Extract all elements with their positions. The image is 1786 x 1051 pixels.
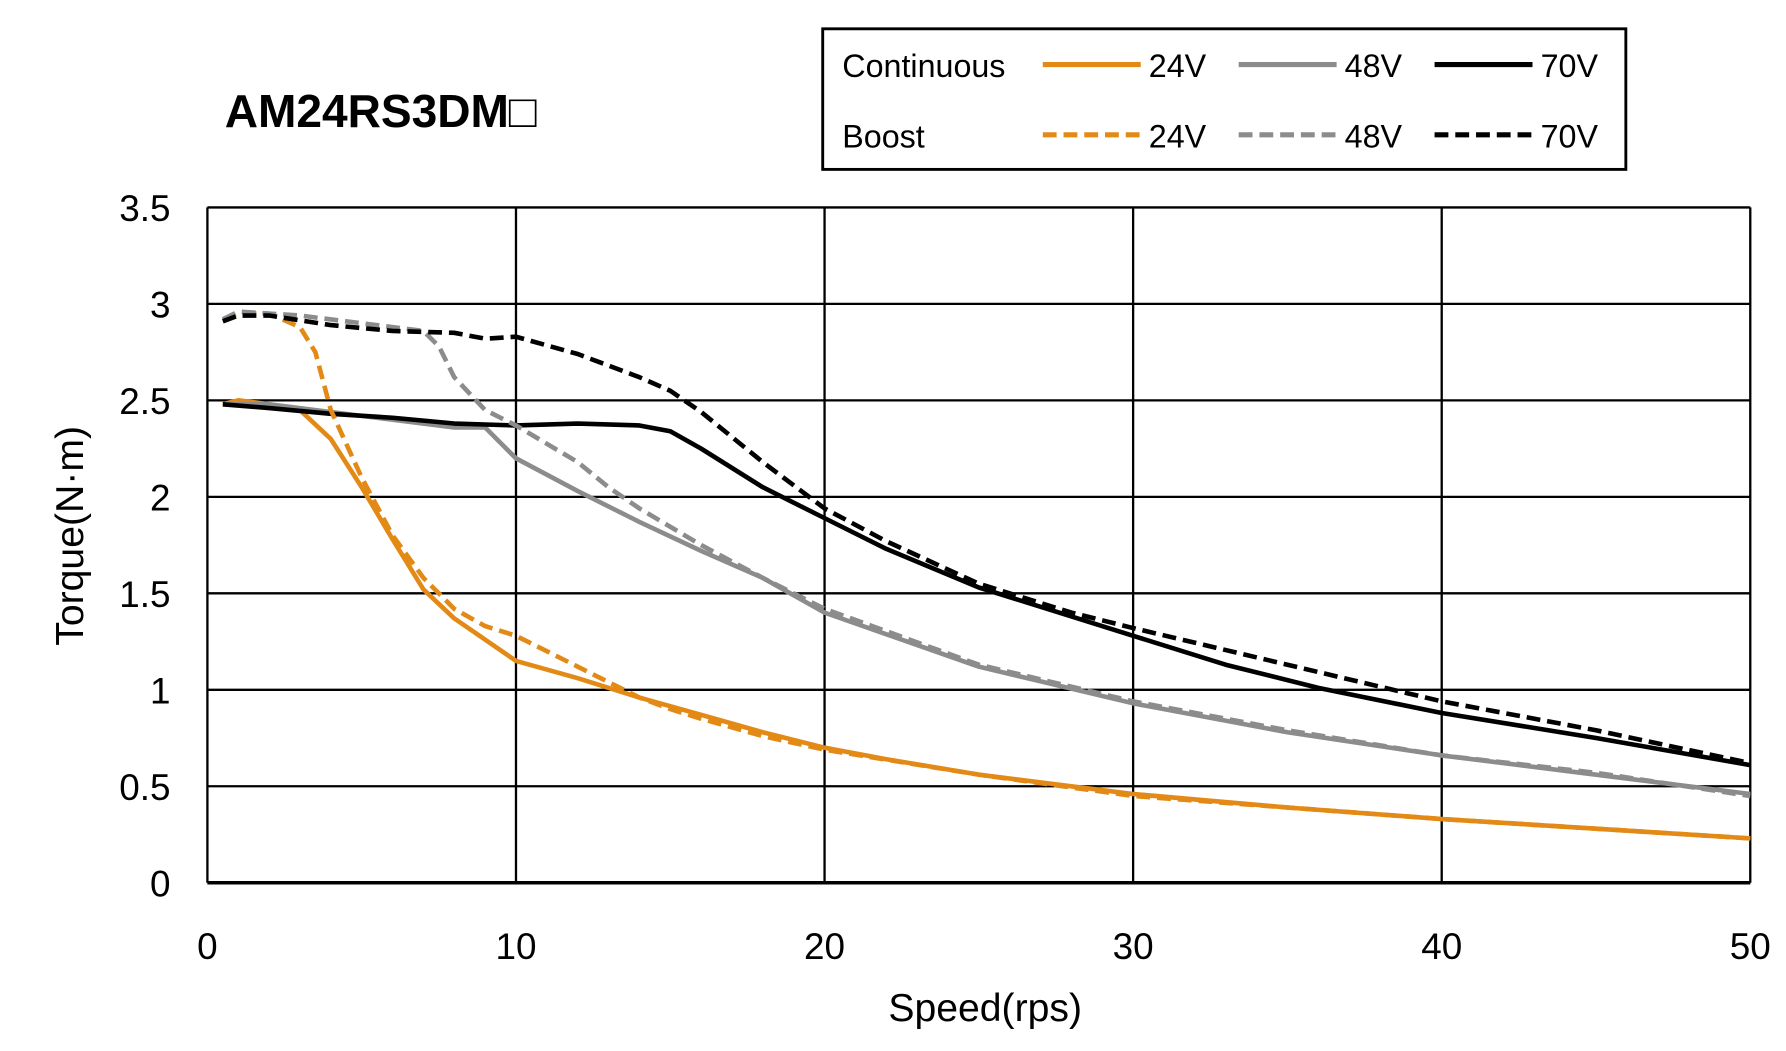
legend-entry-label: 48V bbox=[1345, 119, 1403, 155]
tick-labels: 0 0.5 1 1.5 2 2.5 3 3.5 0 10 20 30 40 50 bbox=[119, 188, 1770, 967]
legend-entry-label: 24V bbox=[1149, 48, 1207, 84]
y-tick-label: 2.5 bbox=[119, 381, 170, 422]
legend-entry-label: 48V bbox=[1345, 48, 1403, 84]
y-tick-label: 0 bbox=[150, 864, 170, 905]
x-tick-label: 50 bbox=[1730, 926, 1771, 967]
grid bbox=[206, 206, 1752, 885]
y-axis-label: Torque(N·m) bbox=[49, 426, 92, 646]
legend-entry-label: 24V bbox=[1149, 119, 1207, 155]
legend-row-label-boost: Boost bbox=[842, 119, 925, 155]
series-lines bbox=[221, 309, 1751, 841]
legend-entry-label: 70V bbox=[1541, 119, 1599, 155]
legend-entry-label: 70V bbox=[1541, 48, 1599, 84]
x-axis-label: Speed(rps) bbox=[888, 987, 1082, 1030]
series-line-boost-70v bbox=[222, 313, 1751, 766]
x-tick-label: 20 bbox=[804, 926, 845, 967]
x-tick-label: 40 bbox=[1421, 926, 1462, 967]
series-line-boost-48v bbox=[221, 309, 1751, 799]
chart-title: AM24RS3DM□ bbox=[225, 85, 537, 137]
y-tick-label: 2 bbox=[150, 478, 170, 519]
series-line-boost-24v bbox=[222, 311, 1751, 841]
legend: Continuous Boost 24V 48V 70V 24V 48V 70V bbox=[821, 27, 1628, 171]
series-line-continuous-70v bbox=[222, 401, 1751, 768]
y-tick-label: 0.5 bbox=[119, 767, 170, 808]
y-tick-label: 3.5 bbox=[119, 188, 170, 229]
y-tick-label: 1.5 bbox=[119, 574, 170, 615]
x-tick-label: 30 bbox=[1113, 926, 1154, 967]
legend-box bbox=[821, 27, 1628, 171]
x-tick-label: 0 bbox=[197, 926, 217, 967]
y-tick-label: 1 bbox=[150, 671, 170, 712]
y-tick-label: 3 bbox=[150, 285, 170, 326]
x-tick-label: 10 bbox=[495, 926, 536, 967]
series-line-continuous-48v bbox=[222, 401, 1751, 797]
legend-row-label-continuous: Continuous bbox=[842, 48, 1005, 84]
series-line-continuous-24v bbox=[222, 398, 1751, 841]
